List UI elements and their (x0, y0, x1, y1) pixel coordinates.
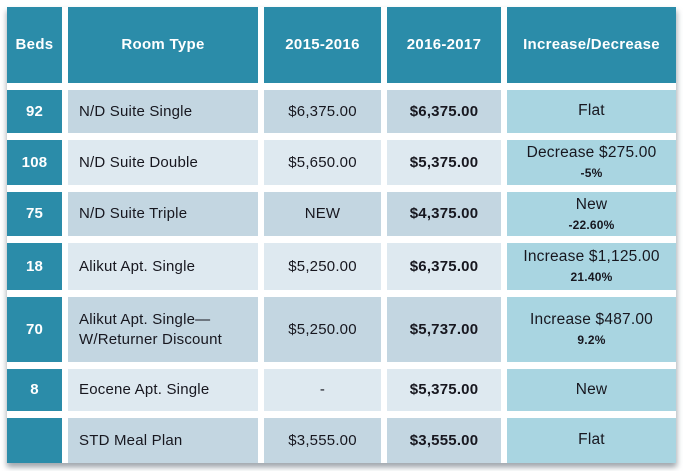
change-amount: New (575, 195, 608, 213)
room-type-cell: N/D Suite Triple (68, 192, 258, 236)
price-2015-cell: $5,250.00 (264, 297, 381, 362)
price-2015-cell: $6,375.00 (264, 90, 381, 133)
price-2016-cell: $4,375.00 (387, 192, 501, 236)
price-2016-cell: $3,555.00 (387, 418, 501, 463)
beds-cell: 18 (7, 243, 62, 290)
header-cell-2015-2016: 2015-2016 (264, 7, 381, 83)
change-percent: 9.2% (577, 333, 606, 348)
price-2016-cell: $5,737.00 (387, 297, 501, 362)
beds-cell: 92 (7, 90, 62, 133)
change-cell: New (507, 369, 676, 411)
pricing-table: Beds Room Type 2015-2016 2016-2017 Incre… (7, 7, 676, 463)
change-cell: Increase $1,125.00 21.40% (507, 243, 676, 290)
room-type-cell: Alikut Apt. Single—W/Returner Discount (68, 297, 258, 362)
price-2016-cell: $6,375.00 (387, 90, 501, 133)
change-cell: New -22.60% (507, 192, 676, 236)
beds-cell: 75 (7, 192, 62, 236)
change-amount: Increase $487.00 (530, 311, 653, 329)
change-amount: Decrease $275.00 (526, 144, 657, 162)
room-type-cell: Eocene Apt. Single (68, 369, 258, 411)
change-cell: Increase $487.00 9.2% (507, 297, 676, 362)
price-2015-cell: - (264, 369, 381, 411)
header-cell-room-type: Room Type (68, 7, 258, 83)
room-type-cell: STD Meal Plan (68, 418, 258, 463)
beds-cell: 70 (7, 297, 62, 362)
change-cell: Decrease $275.00 -5% (507, 140, 676, 185)
change-cell: Flat (507, 90, 676, 133)
room-type-cell: N/D Suite Double (68, 140, 258, 185)
change-percent: -22.60% (568, 217, 615, 232)
change-amount: New (575, 380, 608, 398)
header-cell-2016-2017: 2016-2017 (387, 7, 501, 83)
header-cell-beds: Beds (7, 7, 62, 83)
price-2015-cell: $5,250.00 (264, 243, 381, 290)
room-type-cell: Alikut Apt. Single (68, 243, 258, 290)
price-2016-cell: $5,375.00 (387, 369, 501, 411)
beds-cell: 8 (7, 369, 62, 411)
beds-cell: 108 (7, 140, 62, 185)
beds-cell (7, 418, 62, 463)
price-2015-cell: $5,650.00 (264, 140, 381, 185)
change-amount: Flat (578, 431, 605, 449)
change-percent: -5% (580, 166, 603, 181)
price-2015-cell: NEW (264, 192, 381, 236)
room-type-cell: N/D Suite Single (68, 90, 258, 133)
price-2015-cell: $3,555.00 (264, 418, 381, 463)
price-2016-cell: $5,375.00 (387, 140, 501, 185)
header-cell-increase-decrease: Increase/Decrease (507, 7, 676, 83)
change-amount: Increase $1,125.00 (523, 248, 660, 266)
price-2016-cell: $6,375.00 (387, 243, 501, 290)
change-amount: Flat (578, 102, 605, 120)
change-percent: 21.40% (570, 270, 613, 285)
change-cell: Flat (507, 418, 676, 463)
